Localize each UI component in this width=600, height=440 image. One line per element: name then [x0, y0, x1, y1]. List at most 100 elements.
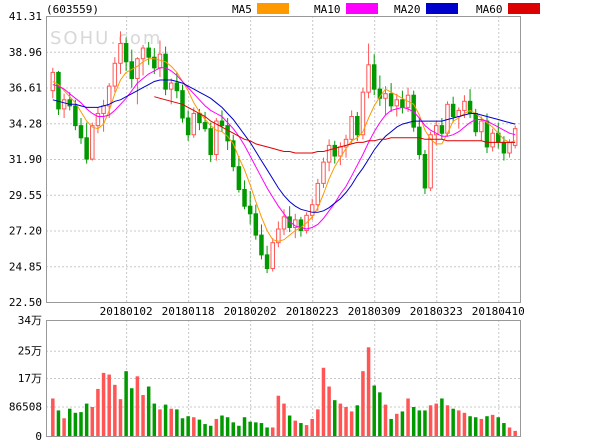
volume-bar-up [395, 413, 399, 436]
price-frame [46, 16, 521, 303]
volume-bar-down [237, 425, 241, 436]
volume-bar-down [197, 419, 202, 436]
legend-label-ma10: MA10 [314, 3, 341, 16]
volume-bar-up [96, 388, 100, 436]
volume-bar-down [332, 400, 337, 436]
candle-up [112, 62, 118, 87]
candle-up [90, 125, 95, 160]
candle-up [214, 120, 219, 156]
candle-down [67, 99, 72, 107]
candle-down [146, 47, 151, 58]
candle-up [383, 93, 388, 99]
volume-bar-up [282, 403, 286, 436]
volume-bar-down [56, 410, 61, 436]
volume-bar-down [378, 392, 382, 436]
candle-up [394, 99, 400, 107]
volume-bar-up [101, 372, 106, 436]
volume-bar-up [90, 407, 95, 436]
price-tick-label: 27.20 [9, 225, 42, 238]
price-tick-label: 29.55 [9, 189, 42, 202]
volume-bar-up [457, 410, 461, 436]
candle-up [315, 182, 321, 206]
volume-bar-up [327, 386, 331, 436]
volume-tick-label: 0 [35, 430, 42, 440]
candle-down [219, 120, 225, 127]
ma-line-ma5 [52, 58, 516, 242]
volume-bar-down [389, 418, 393, 436]
watermark: SOHU.com [50, 28, 162, 49]
date-tick-label: 20180102 [100, 305, 153, 318]
price-tick-label: 24.85 [9, 260, 42, 273]
candle-down [264, 254, 270, 270]
price-tick-label: 34.28 [9, 117, 42, 130]
candle-down [163, 53, 168, 90]
volume-bar-down [502, 423, 506, 436]
volume-bar-up [507, 427, 512, 436]
candle-down [73, 105, 78, 127]
candle-down [484, 120, 490, 148]
volume-bar-down [372, 385, 376, 436]
price-tick-label: 31.90 [9, 153, 42, 166]
volume-bar-down [84, 403, 89, 436]
volume-bar-down [248, 421, 252, 436]
candle-up [106, 85, 112, 107]
volume-bar-down [468, 416, 472, 436]
volume-bar-down [254, 422, 258, 436]
candle-down [56, 71, 61, 110]
volume-bar-down [242, 417, 247, 436]
volume-bar-down [496, 417, 501, 436]
volume-y-axis: 34万 25万 17万 86508 0 [9, 314, 42, 440]
volume-bar-up [361, 371, 365, 436]
volume-bars [51, 347, 517, 436]
candle-up [490, 132, 495, 148]
volume-bar-down [186, 416, 190, 436]
volume-bar-up [383, 404, 388, 436]
volume-bar-down [355, 405, 360, 436]
candle-up [462, 100, 467, 111]
candle-down [439, 125, 445, 134]
ma-line-ma60 [154, 96, 516, 154]
candle-up [343, 138, 349, 148]
candle-up [428, 134, 433, 189]
date-tick-label: 20180202 [224, 305, 277, 318]
volume-bar-down [451, 408, 455, 436]
volume-bar-down [287, 415, 292, 436]
candles [50, 31, 518, 274]
volume-bar-down [231, 422, 236, 436]
volume-bar-down [73, 412, 78, 436]
candle-down [84, 137, 89, 160]
volume-bar-down [163, 404, 168, 436]
date-tick-label: 20180223 [286, 305, 339, 318]
legend-label-ma60: MA60 [476, 3, 503, 16]
ma-line-ma10 [52, 67, 516, 230]
volume-bar-down [124, 371, 128, 436]
candle-up [321, 161, 326, 184]
volume-bar-up [406, 398, 410, 436]
volume-bar-up [293, 420, 298, 436]
date-tick-label: 20180410 [472, 305, 525, 318]
candle-down [242, 188, 247, 207]
candle-down [78, 125, 84, 139]
candle-up [456, 109, 462, 118]
volume-bar-down [175, 409, 179, 436]
candle-up [512, 128, 518, 146]
volume-bar-down [400, 411, 405, 436]
volume-bar-down [473, 417, 478, 436]
volume-bar-up [276, 395, 281, 436]
candle-up [479, 120, 484, 133]
price-y-axis: 41.31 38.96 36.61 34.28 31.90 29.55 27.20 24.85… [9, 10, 42, 309]
candle-up [270, 242, 275, 270]
candle-up [349, 116, 354, 140]
candle-down [208, 128, 213, 156]
candle-down [123, 43, 129, 63]
volume-bar-up [135, 376, 140, 436]
volume-bar-up [479, 418, 484, 436]
candle-up [61, 99, 67, 110]
volume-bar-down [485, 416, 489, 436]
volume-bar-down [411, 407, 416, 436]
date-tick-label: 20180118 [162, 305, 215, 318]
volume-bar-up [214, 418, 219, 436]
volume-bar-down [130, 388, 134, 436]
candle-down [152, 56, 157, 69]
